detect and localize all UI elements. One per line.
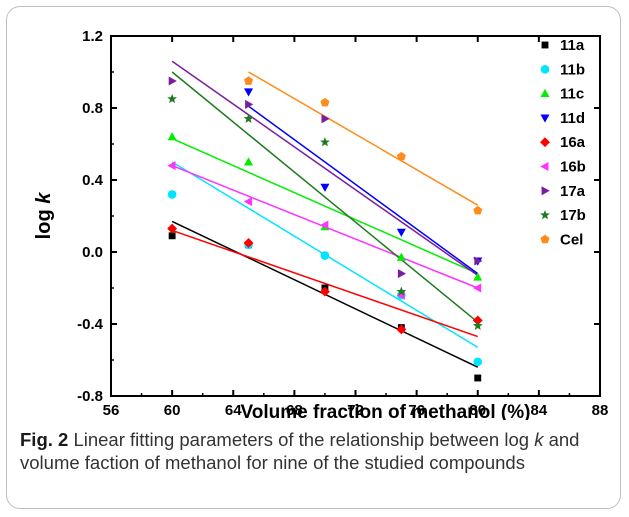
y-tick-label-1: -0.4 [77,316,104,333]
legend-marker-16b [540,161,549,172]
chart: 56 60 64 68 72 76 80 84 88 -0.8 -0.4 0.0 0.4 0.8 1.2 Vo… [33,28,608,420]
point-11c-60 [167,132,177,141]
y-tick-label-3: 0.4 [82,172,104,189]
point-Cel-80 [473,205,483,215]
x-tick-label-76: 76 [408,402,425,419]
x-axis-title: Volume fraction of methanol (%) [241,402,531,420]
legend-marker-16a [540,137,550,148]
y-axis-title-italic: k [33,192,55,204]
point-11b-80 [473,357,483,367]
point-17b-80 [472,320,483,330]
x-tick-label-80: 80 [469,402,486,419]
point-17a-65 [245,99,254,109]
y-tick-label-2: 0.0 [82,244,103,261]
fit-line-11c [171,137,479,275]
x-tick-label-64: 64 [225,402,242,419]
y-axis-title-main: log [33,204,55,240]
legend-marker-17b [540,209,550,220]
fit-lines [171,60,479,368]
point-11b-60 [167,190,177,199]
point-11b-70 [320,251,330,260]
point-11c-65 [244,157,254,166]
point-16a-80 [472,315,483,326]
legend-marker-11a [541,41,549,49]
point-11a-80 [474,374,482,382]
legend-label-17b: 17b [560,207,586,224]
legend-label-17a: 17a [560,183,586,200]
figure-caption: Fig. 2 Linear fitting parameters of the … [20,428,615,474]
figure-frame [6,6,621,509]
point-11d-65 [244,88,254,97]
fit-line-17b [171,71,479,323]
legend-marker-Cel [540,234,550,244]
y-tick-label-4: 0.8 [82,100,103,117]
y-tick-label-0: -0.8 [77,388,103,405]
data-points [167,76,483,382]
point-17a-70 [321,114,330,124]
point-16a-75 [396,324,407,335]
point-16b-80 [473,283,482,293]
legend-label-16b: 16b [560,159,586,176]
legend-label-11c: 11c [560,86,584,103]
point-Cel-70 [320,97,330,107]
fit-line-17a [171,60,479,277]
point-17b-60 [167,93,178,104]
point-16b-70 [320,220,329,230]
point-11d-70 [320,183,330,192]
point-17a-75 [397,269,407,279]
point-11c-80 [473,272,483,281]
point-17b-70 [320,137,330,147]
x-tick-label-68: 68 [286,402,303,419]
point-16b-60 [167,161,176,171]
fit-line-Cel [248,71,479,206]
point-11d-75 [396,228,406,237]
y-tick-label-5: 1.2 [82,28,103,45]
point-Cel-65 [244,76,254,85]
caption-text-part-1: Linear fitting parameters of the relatio… [68,429,535,450]
caption-label: Fig. 2 [20,429,69,450]
x-tick-label-84: 84 [531,402,548,419]
caption-text-k: k [534,429,544,450]
legend-label-16a: 16a [560,134,586,151]
point-11a-60 [168,232,176,240]
point-Cel-75 [396,151,406,161]
legend-marker-11d [540,114,550,123]
point-16a-70 [319,286,330,297]
y-axis-title: log k [33,192,55,240]
legend-label-11d: 11d [560,110,585,127]
legend-marker-11c [540,88,550,98]
point-17a-60 [168,76,177,86]
point-17b-65 [243,113,254,123]
caption-text-part-2: and volume faction of methanol for nine … [20,429,580,473]
plot-frame [110,35,601,397]
legend-marker-11b [540,65,550,74]
point-17a-80 [474,256,483,266]
x-tick-label-88: 88 [592,402,609,419]
fit-line-11d [248,105,479,275]
legend-label-11b: 11b [560,61,585,78]
legend-marker-17a [541,186,550,196]
legend-label-11a: 11a [560,37,585,54]
legend: 11a 11b 11c 11d 16a 16b 17a 17b Cel [540,37,586,248]
point-16b-65 [243,197,252,207]
point-16a-60 [167,223,178,234]
x-tick-label-72: 72 [347,402,364,419]
fit-line-16a [171,229,478,338]
point-11c-75 [396,252,406,261]
point-17b-75 [396,286,407,296]
point-16a-65 [243,238,254,248]
axes: 56 60 64 68 72 76 80 84 88 -0.8 -0.4 0.0 0.4 0.8 1.2 Vo… [33,28,608,420]
legend-label-Cel: Cel [560,231,583,248]
x-tick-label-60: 60 [164,402,181,419]
x-tick-label-56: 56 [103,402,120,419]
